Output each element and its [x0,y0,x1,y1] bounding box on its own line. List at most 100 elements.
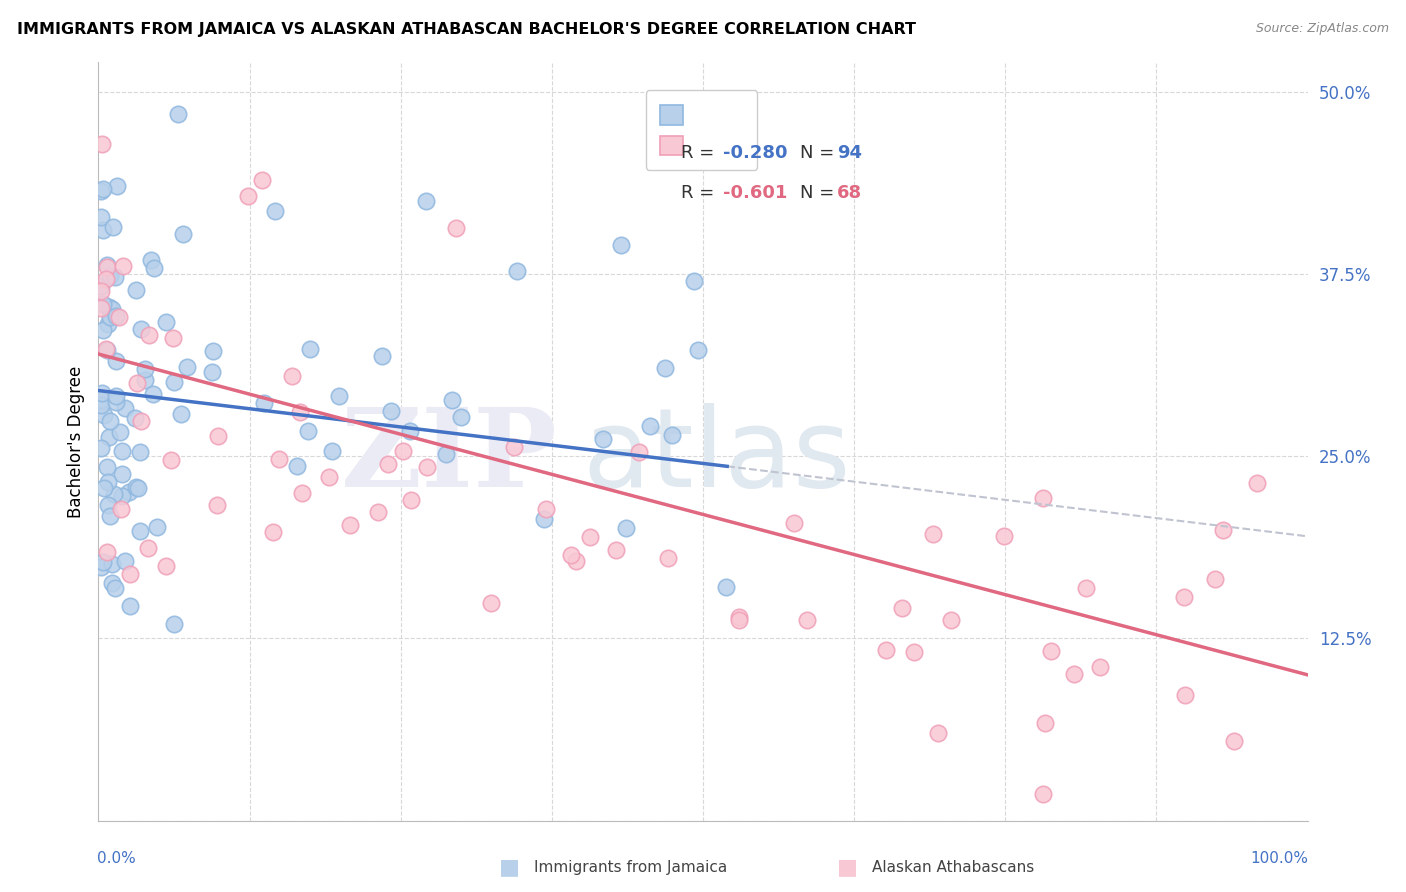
Point [91,182,114,196]
Point [93,323,115,337]
Point [281,369,304,384]
Point [105,354,128,368]
Point [939,613,962,627]
Point [367,505,389,519]
Point [321,444,343,458]
Point [104,394,127,409]
Point [90,185,112,199]
Point [479,596,502,610]
Point [269,451,291,466]
Point [114,401,136,416]
Point [129,322,152,336]
Point [111,443,134,458]
Point [391,444,413,458]
Point [565,554,588,568]
Point [110,502,132,516]
Text: ZIP: ZIP [342,403,558,510]
Point [142,386,165,401]
Point [783,516,806,531]
Point [172,227,194,242]
Text: IMMIGRANTS FROM JAMAICA VS ALASKAN ATHABASCAN BACHELOR'S DEGREE CORRELATION CHAR: IMMIGRANTS FROM JAMAICA VS ALASKAN ATHAB… [17,22,915,37]
Point [560,548,582,562]
Point [100,301,122,316]
Point [107,310,129,325]
Point [134,373,156,387]
Point [129,445,152,459]
Point [1032,787,1054,801]
Point [318,470,340,484]
Point [155,558,177,573]
Text: 94: 94 [837,145,862,162]
Point [129,524,152,539]
Point [90,385,112,400]
Point [728,610,751,624]
Point [1173,590,1195,604]
Point [127,481,149,495]
Point [90,441,112,455]
Point [124,411,146,425]
Point [253,395,276,409]
Point [686,343,709,358]
Point [162,331,184,345]
Point [159,452,181,467]
Point [136,541,159,556]
Point [1223,733,1246,747]
Point [97,317,120,331]
Point [120,567,142,582]
Point [716,580,738,594]
Point [533,512,555,526]
Point [891,601,914,615]
Point [104,581,127,595]
Text: -0.280: -0.280 [723,145,787,162]
Point [104,270,127,285]
Point [90,393,112,408]
Point [262,524,284,539]
Text: 68: 68 [837,184,862,202]
Point [287,458,309,473]
Point [264,203,287,218]
Point [654,361,676,376]
Point [96,545,118,559]
Point [97,300,120,314]
Text: ■: ■ [499,857,520,877]
Point [661,427,683,442]
Point [728,613,751,627]
Point [238,189,260,203]
Point [1063,666,1085,681]
Point [163,375,186,389]
Point [90,301,112,315]
Point [90,284,112,298]
Text: ■: ■ [837,857,858,877]
Point [380,404,402,418]
Point [640,419,662,434]
Point [377,457,399,471]
Point [96,460,118,475]
Point [1174,688,1197,702]
Point [416,460,439,475]
Point [105,178,128,193]
Point [502,440,524,454]
Point [105,389,128,403]
Point [298,342,321,356]
Point [142,260,165,275]
Legend:   R = ,   R = : R = , R = [645,90,758,169]
Point [434,447,457,461]
Point [90,210,112,224]
Point [138,327,160,342]
Point [444,221,467,235]
Point [114,554,136,568]
Point [93,408,115,422]
Point [91,223,114,237]
Point [201,344,224,359]
Point [134,362,156,376]
Point [96,260,118,274]
Point [927,726,949,740]
Point [139,253,162,268]
Point [96,342,118,356]
Point [628,445,651,459]
Point [118,485,141,500]
Point [1040,644,1063,658]
Point [1074,581,1097,595]
Point [98,508,121,523]
Point [921,527,943,541]
